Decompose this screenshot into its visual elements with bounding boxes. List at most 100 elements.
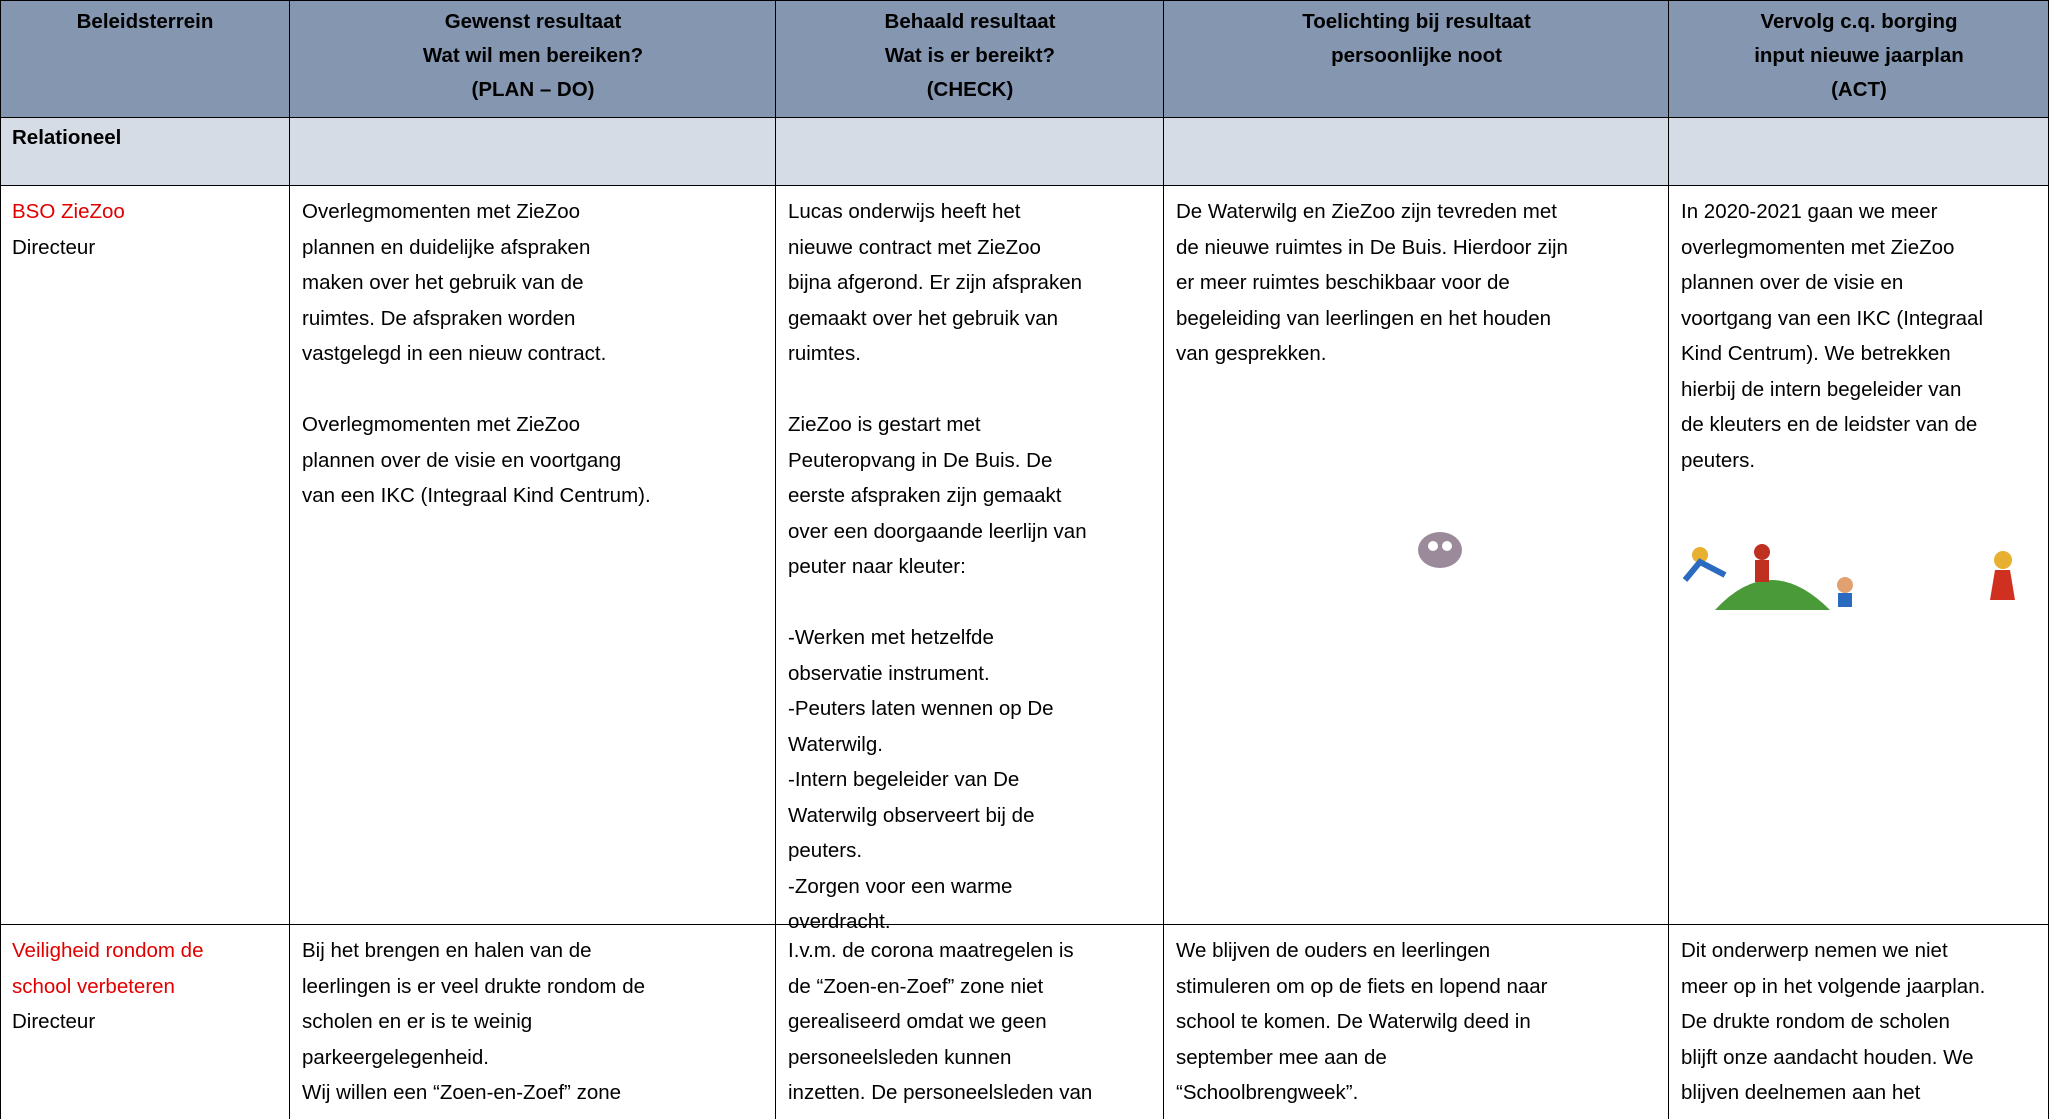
- header-text: Vervolg c.q. borging: [1760, 10, 1958, 33]
- header-text: Toelichting bij resultaat: [1302, 10, 1531, 33]
- header-text: Behaald resultaat: [884, 10, 1056, 33]
- cell-text: de kleuters en de leidster van de: [1681, 413, 1978, 436]
- cell-text: eerste afspraken zijn gemaakt: [788, 484, 1062, 507]
- table-cell: [0, 186, 290, 925]
- header-text: input nieuwe jaarplan: [1754, 44, 1964, 67]
- cell-text: begeleiding van leerlingen en het houden: [1176, 306, 1552, 330]
- header-text: Wat wil men bereiken?: [422, 44, 644, 67]
- cell-text: van gesprekken.: [1176, 342, 1327, 365]
- table-cell: [0, 925, 290, 1119]
- cell-text: I.v.m. de corona maatregelen is: [788, 939, 1074, 962]
- cell-text: nieuwe contract met ZieZoo: [788, 235, 1041, 259]
- cell-text: -Werken met hetzelfde: [788, 626, 994, 649]
- cell-text: aanbrengen op de parkeerplaats.: [302, 1117, 604, 1119]
- cell-text: “Schoolbrengweek”.: [1176, 1081, 1359, 1104]
- cell-text: peuter naar kleuter:: [788, 555, 966, 578]
- cell-text: ruimtes.: [788, 342, 861, 365]
- header-text: Wat is er bereikt?: [884, 44, 1056, 67]
- cell-text: blijft onze aandacht houden. We: [1681, 1045, 1974, 1069]
- cell-text: -Zorgen voor een warme: [788, 874, 1013, 898]
- table-cell: [1669, 925, 2049, 1119]
- cell-text: ruimtes. De afspraken worden: [302, 306, 576, 330]
- cell-text: observatie instrument.: [788, 661, 990, 685]
- cell-text: parkeergelegenheid.: [302, 1045, 489, 1069]
- topic: Veiligheid rondom de: [12, 939, 204, 962]
- table-cell: [1669, 186, 2049, 925]
- table-cell: [290, 186, 776, 925]
- cell-text: gerealiseerd omdat we geen: [788, 1010, 1047, 1033]
- cell-text: -Intern begeleider van De: [788, 768, 1020, 791]
- ziezoo-logo: [1418, 532, 1462, 568]
- header-text: Gewenst resultaat: [444, 10, 622, 33]
- cell-text: school te komen. De Waterwilg deed in: [1176, 1010, 1531, 1033]
- cell-text: Waterwilg.: [788, 732, 883, 756]
- cell-text: overlegmomenten met ZieZoo: [1681, 235, 1955, 259]
- role: Directeur: [12, 1010, 96, 1033]
- cell-text: Overlegmomenten met ZieZoo: [302, 413, 581, 436]
- section-cell: [0, 118, 290, 186]
- cell-text: peuters.: [1681, 448, 1756, 472]
- cell-text: Kind Centrum). We betrekken: [1681, 342, 1951, 365]
- cell-text: Peuteropvang in De Buis. De: [788, 448, 1053, 472]
- section-label: Relationeel: [12, 126, 122, 149]
- cell-text: stimuleren om op de fiets en lopend naar: [1176, 974, 1548, 998]
- cell-text: -Peuters laten wennen op De: [788, 697, 1054, 720]
- cell-text: Waterwilg observeert bij de: [788, 803, 1035, 827]
- table-cell: [776, 925, 1164, 1119]
- section-cell: [1164, 118, 1669, 186]
- header-text: Beleidsterrein: [76, 10, 214, 33]
- cell-text: Lucas onderwijs heeft het: [788, 200, 1021, 223]
- topic: BSO ZieZoo: [12, 200, 125, 223]
- cell-text: We blijven de ouders en leerlingen: [1176, 939, 1491, 962]
- section-cell: [1669, 118, 2049, 186]
- cell-text: De drukte rondom de scholen: [1681, 1010, 1950, 1033]
- cell-text: peuters.: [788, 839, 863, 862]
- table-cell: [290, 925, 776, 1119]
- header-text: (ACT): [1831, 78, 1887, 101]
- cell-text: Overlegmomenten met ZieZoo: [302, 200, 581, 223]
- header-text: persoonlijke noot: [1331, 44, 1502, 67]
- cell-text: ZieZoo is gestart met: [788, 413, 981, 436]
- cell-text: personeelsleden kunnen: [788, 1045, 1012, 1069]
- cell-text: hierbij de intern begeleider van: [1681, 377, 1962, 401]
- cell-text: voortgang van een IKC (Integraal: [1681, 306, 1983, 330]
- waterwilg-logo: [1682, 544, 2015, 610]
- cell-text: In 2020-2021 gaan we meer: [1681, 200, 1938, 223]
- table-cell: [1164, 925, 1669, 1119]
- cell-text: plannen en duidelijke afspraken: [302, 235, 591, 259]
- cell-text: plannen over de visie en voortgang: [302, 448, 622, 472]
- cell-text: de nieuwe ruimtes in De Buis. Hierdoor z…: [1176, 235, 1568, 259]
- cell-text: Dit onderwerp nemen we niet: [1681, 939, 1948, 962]
- table-cell: [1164, 186, 1669, 925]
- header-cell: [0, 0, 290, 118]
- cell-text: gemaakt over het gebruik van: [788, 306, 1059, 330]
- role: Directeur: [12, 235, 96, 259]
- cell-text: plannen over de visie en: [1681, 271, 1904, 294]
- header-text: (CHECK): [926, 78, 1014, 101]
- header-cell: [290, 0, 776, 118]
- cell-text: netwerkoverleg en we brengen: [1681, 1117, 1967, 1119]
- cell-text: van een IKC (Integraal Kind Centrum).: [302, 484, 651, 507]
- topic: school verbeteren: [12, 974, 175, 998]
- cell-text: De Waterwilg worden ingezet op: [788, 1117, 1082, 1119]
- cell-text: De Waterwilg en ZieZoo zijn tevreden met: [1176, 200, 1557, 223]
- cell-text: vastgelegd in een nieuw contract.: [302, 342, 607, 365]
- section-cell: [290, 118, 776, 186]
- cell-text: bijna afgerond. Er zijn afspraken: [788, 271, 1083, 294]
- header-cell: [1164, 0, 1669, 118]
- header-cell: [776, 0, 1164, 118]
- cell-text: de “Zoen-en-Zoef” zone niet: [788, 974, 1044, 998]
- cell-text: scholen en er is te weinig: [302, 1010, 533, 1033]
- cell-text: Wij willen een “Zoen-en-Zoef” zone: [302, 1081, 622, 1104]
- section-cell: [776, 118, 1164, 186]
- cell-text: Bij het brengen en halen van de: [302, 939, 592, 962]
- table-cell: [776, 186, 1164, 925]
- cell-text: over een doorgaande leerlijn van: [788, 519, 1087, 543]
- header-text: (PLAN – DO): [471, 78, 595, 101]
- cell-text: meer op in het volgende jaarplan.: [1681, 974, 1986, 998]
- cell-text: blijven deelnemen aan het: [1681, 1081, 1921, 1104]
- header-cell: [1669, 0, 2049, 118]
- cell-text: inzetten. De personeelsleden van: [788, 1081, 1093, 1104]
